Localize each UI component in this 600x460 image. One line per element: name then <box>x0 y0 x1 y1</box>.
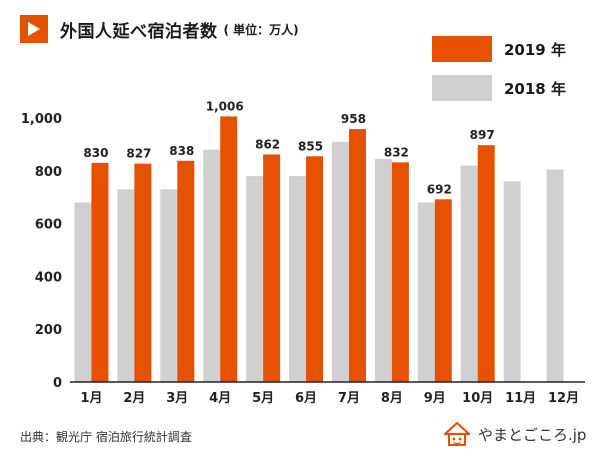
data-label-2019-10: 897 <box>470 128 495 142</box>
legend-label-2019: 2019 年 <box>504 40 566 59</box>
bar-2018-9 <box>417 202 435 382</box>
play-icon <box>20 15 48 43</box>
bar-2019-10 <box>477 145 495 382</box>
bar-2019-4 <box>220 116 238 382</box>
x-tick-label: 11月 <box>505 391 536 406</box>
x-tick-label: 8月 <box>381 391 403 406</box>
bar-2018-7 <box>331 141 349 382</box>
data-label-2019-5: 862 <box>255 137 280 151</box>
x-tick-label: 6月 <box>295 391 317 406</box>
chart-legend: 2019 年 2018 年 <box>432 32 566 110</box>
y-tick-label: 800 <box>35 165 62 180</box>
source-note: 出典：観光庁 宿泊旅行統計調査 <box>20 430 192 444</box>
legend-item-2019: 2019 年 <box>432 32 566 66</box>
x-tick-label: 1月 <box>80 391 102 406</box>
chart-header: 外国人延べ宿泊者数 ( 単位：万人) <box>20 14 299 44</box>
bar-2019-3 <box>177 160 195 382</box>
data-label-2019-7: 958 <box>341 112 366 126</box>
data-label-2019-6: 855 <box>298 139 323 153</box>
bar-2019-8 <box>391 162 409 382</box>
y-tick-label: 200 <box>35 323 62 338</box>
bar-2018-5 <box>246 176 264 382</box>
bar-2018-3 <box>160 189 178 382</box>
data-label-2019-9: 692 <box>427 182 452 196</box>
x-tick-label: 3月 <box>166 391 188 406</box>
y-tick-label: 600 <box>35 218 62 233</box>
data-label-2019-2: 827 <box>126 147 151 161</box>
yamatogokoro-logo-icon <box>443 421 471 446</box>
brand-name: やまとごころ.jp <box>478 425 587 444</box>
legend-label-2018: 2018 年 <box>504 79 566 98</box>
bar-2018-12 <box>546 169 564 382</box>
bar-2018-11 <box>503 181 521 382</box>
bar-2019-9 <box>434 199 452 382</box>
x-tick-label: 12月 <box>548 391 579 406</box>
x-tick-label: 4月 <box>209 391 231 406</box>
legend-item-2018: 2018 年 <box>432 71 566 105</box>
data-label-2019-3: 838 <box>169 144 194 158</box>
x-tick-label: 10月 <box>462 391 493 406</box>
y-tick-label: 1,000 <box>21 112 62 127</box>
bar-2018-6 <box>289 176 307 382</box>
bar-2018-2 <box>117 189 135 382</box>
legend-swatch-2018 <box>432 75 492 101</box>
data-label-2019-8: 832 <box>384 145 409 159</box>
data-label-2019-1: 830 <box>83 146 108 160</box>
chart-unit: ( 単位：万人) <box>223 22 299 37</box>
data-label-2019-4: 1,006 <box>206 99 244 113</box>
bar-2019-5 <box>263 154 281 382</box>
bar-2018-1 <box>74 202 92 382</box>
x-tick-label: 2月 <box>123 391 145 406</box>
bar-2019-7 <box>348 129 366 382</box>
x-tick-label: 7月 <box>338 391 360 406</box>
legend-swatch-2019 <box>432 36 492 62</box>
y-tick-label: 400 <box>35 270 62 285</box>
bar-2018-4 <box>203 149 221 382</box>
bar-2018-10 <box>460 165 478 382</box>
chart-title: 外国人延べ宿泊者数 <box>60 21 218 42</box>
y-tick-label: 0 <box>53 376 62 391</box>
bar-2019-2 <box>134 163 152 382</box>
bar-2019-6 <box>306 156 324 382</box>
x-tick-label: 5月 <box>252 391 274 406</box>
brand[interactable]: やまとごころ.jp <box>442 420 586 448</box>
bar-2019-1 <box>91 162 109 382</box>
x-tick-label: 9月 <box>424 391 446 406</box>
bar-2018-8 <box>374 158 392 382</box>
